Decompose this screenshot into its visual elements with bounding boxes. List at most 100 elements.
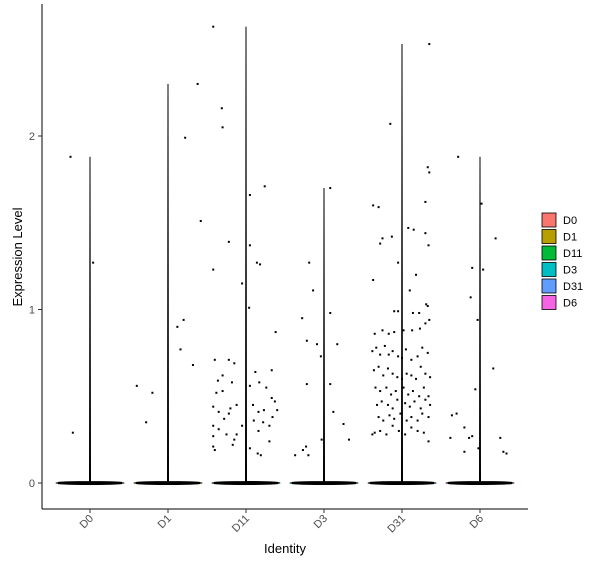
data-point (312, 289, 315, 292)
data-point (217, 410, 220, 413)
data-point (455, 412, 458, 415)
data-point (241, 424, 244, 427)
data-point (230, 381, 233, 384)
data-point (411, 329, 414, 332)
y-tick-label: 0 (29, 478, 35, 490)
legend-label-D11: D11 (563, 248, 582, 260)
data-point (422, 386, 425, 389)
legend-swatch-D11 (541, 245, 557, 261)
data-point (424, 200, 427, 203)
data-point (347, 438, 350, 441)
data-point (474, 388, 477, 391)
data-point (71, 431, 74, 434)
data-point (259, 454, 262, 457)
data-point (268, 440, 271, 443)
data-point (221, 126, 224, 129)
data-point (301, 449, 304, 452)
data-point (419, 407, 422, 410)
data-point (151, 391, 154, 394)
data-point (427, 440, 430, 443)
data-point (263, 185, 266, 188)
data-point (415, 273, 418, 276)
legend-label-D0: D0 (563, 215, 577, 227)
data-point (377, 416, 380, 419)
data-point (262, 409, 265, 412)
data-point (332, 410, 335, 413)
data-point (373, 332, 376, 335)
data-point (377, 206, 380, 209)
data-point (404, 433, 407, 436)
y-tick-label: 2 (29, 131, 35, 143)
data-point (405, 419, 408, 422)
data-point (393, 310, 396, 313)
data-point (270, 396, 273, 399)
legend-swatch-D31 (541, 278, 557, 294)
y-tick-label: 1 (29, 305, 35, 317)
data-point (469, 296, 472, 299)
data-point (405, 372, 408, 375)
data-point (191, 364, 194, 367)
data-point (372, 369, 375, 372)
data-point (482, 268, 485, 271)
data-point (305, 445, 308, 448)
data-point (221, 374, 224, 377)
data-point (418, 311, 421, 314)
data-point (179, 348, 182, 351)
data-point (413, 400, 416, 403)
data-point (213, 449, 216, 452)
data-point (227, 358, 230, 361)
legend-swatch-D6 (541, 295, 557, 310)
data-point (259, 263, 262, 266)
data-point (375, 346, 378, 349)
data-point (276, 409, 279, 412)
data-point (386, 403, 389, 406)
data-point (385, 386, 388, 389)
data-point (428, 171, 431, 174)
data-point (391, 407, 394, 410)
data-point (215, 391, 218, 394)
data-point (426, 305, 429, 308)
data-point (418, 395, 421, 398)
data-point (404, 348, 407, 351)
data-point (379, 353, 382, 356)
data-point (410, 426, 413, 429)
data-point (262, 421, 265, 424)
data-point (235, 433, 238, 436)
y-axis-title: Expression Level (10, 207, 25, 306)
data-point (255, 261, 258, 264)
data-point (241, 282, 244, 285)
data-point (385, 433, 388, 436)
data-point (248, 306, 251, 309)
data-point (397, 261, 400, 264)
data-point (421, 412, 424, 415)
data-point (380, 400, 383, 403)
data-point (212, 445, 215, 448)
data-point (426, 166, 429, 169)
data-point (411, 390, 414, 393)
data-point (449, 436, 452, 439)
data-point (390, 235, 393, 238)
data-point (505, 452, 508, 455)
legend-swatch-D0 (541, 212, 557, 228)
data-point (391, 350, 394, 353)
data-point (371, 433, 374, 436)
data-point (457, 155, 460, 158)
data-point (374, 386, 377, 389)
data-point (471, 435, 474, 438)
data-point (294, 454, 297, 457)
data-point (411, 311, 414, 314)
data-point (386, 367, 389, 370)
data-point (412, 228, 415, 231)
legend-label-D1: D1 (563, 232, 577, 244)
data-point (502, 450, 505, 453)
data-point (382, 374, 385, 377)
data-point (477, 447, 480, 450)
data-point (216, 379, 219, 382)
data-point (416, 419, 419, 422)
data-point (397, 310, 400, 313)
data-point (427, 395, 430, 398)
data-point (69, 155, 72, 158)
data-point (494, 237, 497, 240)
data-point (393, 417, 396, 420)
